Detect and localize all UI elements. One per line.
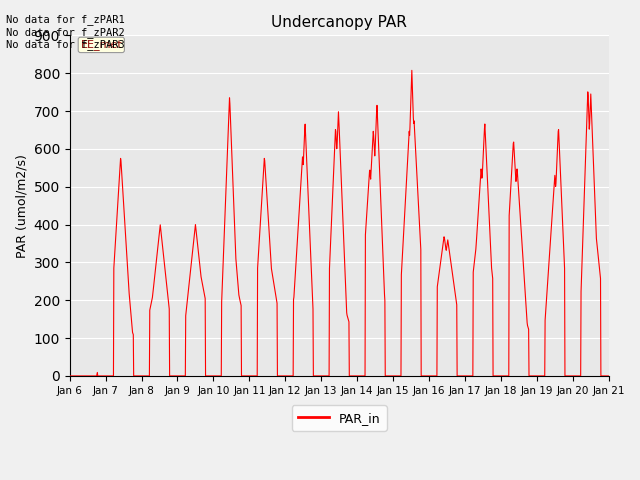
Title: Undercanopy PAR: Undercanopy PAR — [271, 15, 407, 30]
Y-axis label: PAR (umol/m2/s): PAR (umol/m2/s) — [15, 154, 28, 258]
Text: EE_met: EE_met — [81, 39, 122, 50]
Text: No data for f_zPAR1
No data for f_zPAR2
No data for f_zPAR3: No data for f_zPAR1 No data for f_zPAR2 … — [6, 14, 125, 50]
Legend: PAR_in: PAR_in — [291, 406, 387, 431]
